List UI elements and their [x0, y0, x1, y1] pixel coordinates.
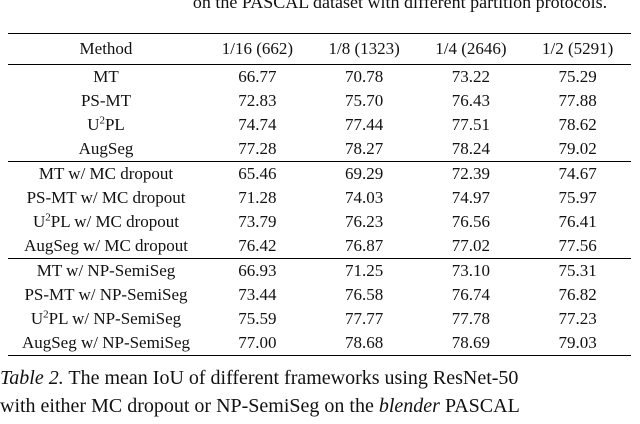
method-cell: PS-MT w/ NP-SemiSeg — [24, 285, 188, 304]
value-cell: 75.29 — [558, 67, 597, 86]
value-cell: 74.97 — [451, 188, 490, 207]
value-cell: 66.77 — [238, 67, 277, 86]
value-cell: 78.68 — [345, 333, 384, 352]
value-cell: 77.23 — [558, 309, 597, 328]
table-row: U2PL w/ MC dropout 73.79 76.23 76.56 76.… — [8, 210, 631, 234]
value-cell: 77.56 — [558, 236, 597, 255]
value-cell: 73.10 — [417, 258, 525, 283]
table-row: PS-MT w/ MC dropout 71.28 74.03 74.97 75… — [8, 186, 631, 210]
value-cell: 77.44 — [345, 115, 384, 134]
value-cell: 76.42 — [238, 236, 277, 255]
value-cell: 79.02 — [558, 139, 597, 158]
table-row: AugSeg w/ NP-SemiSeg 77.00 78.68 78.69 7… — [8, 331, 631, 356]
table-row: PS-MT 72.83 75.70 76.43 77.88 — [8, 89, 631, 113]
value-cell: 76.87 — [345, 236, 384, 255]
table-caption: Table 2. The mean IoU of different frame… — [0, 364, 640, 420]
table-row: AugSeg w/ MC dropout 76.42 76.87 77.02 7… — [8, 234, 631, 259]
value-cell: 76.56 — [451, 212, 490, 231]
value-cell: 78.27 — [345, 139, 384, 158]
value-cell: 78.62 — [558, 115, 597, 134]
value-cell: 76.41 — [558, 212, 597, 231]
method-cell: MT w/ MC dropout — [8, 161, 204, 186]
method-cell: U2PL w/ NP-SemiSeg — [30, 308, 182, 328]
value-cell: 71.28 — [238, 188, 277, 207]
value-cell: 74.03 — [345, 188, 384, 207]
table-row: AugSeg 77.28 78.27 78.24 79.02 — [8, 137, 631, 162]
value-cell: 75.70 — [345, 91, 384, 110]
caption-line-2: with either MC dropout or NP-SemiSeg on … — [0, 395, 520, 417]
table-row: MT w/ NP-SemiSeg 66.93 71.25 73.10 75.31 — [8, 258, 631, 283]
value-cell: 77.88 — [558, 91, 597, 110]
method-cell: AugSeg — [78, 139, 134, 158]
value-cell: 78.69 — [451, 333, 490, 352]
value-cell: 74.67 — [524, 161, 631, 186]
method-cell: PS-MT — [80, 91, 132, 110]
value-cell: 77.02 — [451, 236, 490, 255]
value-cell: 70.78 — [345, 67, 384, 86]
group-np-semiseg: MT w/ NP-SemiSeg 66.93 71.25 73.10 75.31… — [8, 258, 631, 356]
value-cell: 76.58 — [345, 285, 384, 304]
method-cell: AugSeg w/ MC dropout — [24, 236, 188, 255]
table-row: U2PL 74.74 77.44 77.51 78.62 — [8, 113, 631, 137]
value-cell: 73.79 — [238, 212, 277, 231]
value-cell: 77.78 — [451, 309, 490, 328]
value-cell: 66.93 — [204, 258, 311, 283]
value-cell: 72.83 — [238, 91, 277, 110]
value-cell: 77.28 — [238, 139, 277, 158]
header-split-1-2: 1/2 (5291) — [524, 33, 631, 65]
value-cell: 69.29 — [310, 161, 418, 186]
value-cell: 78.24 — [451, 139, 490, 158]
header-split-1-4: 1/4 (2646) — [417, 33, 525, 65]
value-cell: 73.22 — [451, 67, 490, 86]
method-cell: U2PL — [87, 114, 125, 134]
table-header: Method 1/16 (662) 1/8 (1323) 1/4 (2646) … — [8, 33, 631, 65]
value-cell: 77.51 — [451, 115, 490, 134]
value-cell: 79.03 — [558, 333, 597, 352]
table-row: U2PL w/ NP-SemiSeg 75.59 77.77 77.78 77.… — [8, 307, 631, 331]
value-cell: 77.77 — [345, 309, 384, 328]
value-cell: 72.39 — [417, 161, 525, 186]
value-cell: 76.82 — [558, 285, 597, 304]
method-cell: U2PL w/ MC dropout — [32, 211, 180, 231]
header-row: Method 1/16 (662) 1/8 (1323) 1/4 (2646) … — [8, 33, 631, 65]
table-row: MT w/ MC dropout 65.46 69.29 72.39 74.67 — [8, 161, 631, 186]
header-method: Method — [8, 33, 204, 65]
method-cell: PS-MT w/ MC dropout — [26, 188, 186, 207]
method-cell: MT w/ NP-SemiSeg — [8, 258, 204, 283]
value-cell: 71.25 — [310, 258, 418, 283]
group-baselines: MT 66.77 70.78 73.22 75.29 PS-MT 72.83 7… — [8, 65, 631, 162]
value-cell: 77.00 — [238, 333, 277, 352]
table-row: MT 66.77 70.78 73.22 75.29 — [8, 65, 631, 90]
caption-emphasis: blender — [378, 395, 440, 417]
value-cell: 75.31 — [524, 258, 631, 283]
value-cell: 75.59 — [238, 309, 277, 328]
value-cell: 65.46 — [204, 161, 311, 186]
method-cell: AugSeg w/ NP-SemiSeg — [21, 333, 191, 352]
caption-label: Table 2. — [0, 367, 64, 389]
value-cell: 76.74 — [451, 285, 490, 304]
value-cell: 76.43 — [451, 91, 490, 110]
group-mc-dropout: MT w/ MC dropout 65.46 69.29 72.39 74.67… — [8, 161, 631, 259]
value-cell: 73.44 — [238, 285, 277, 304]
results-table: Method 1/16 (662) 1/8 (1323) 1/4 (2646) … — [8, 33, 631, 356]
caption-line-1: Table 2. The mean IoU of different frame… — [0, 367, 519, 389]
method-cell: MT — [93, 67, 119, 86]
table-row: PS-MT w/ NP-SemiSeg 73.44 76.58 76.74 76… — [8, 283, 631, 307]
value-cell: 76.23 — [345, 212, 384, 231]
value-cell: 74.74 — [238, 115, 277, 134]
value-cell: 75.97 — [558, 188, 597, 207]
header-split-1-8: 1/8 (1323) — [310, 33, 418, 65]
header-split-1-16: 1/16 (662) — [204, 33, 311, 65]
previous-caption-fragment: on the PASCAL dataset with different par… — [192, 0, 608, 12]
